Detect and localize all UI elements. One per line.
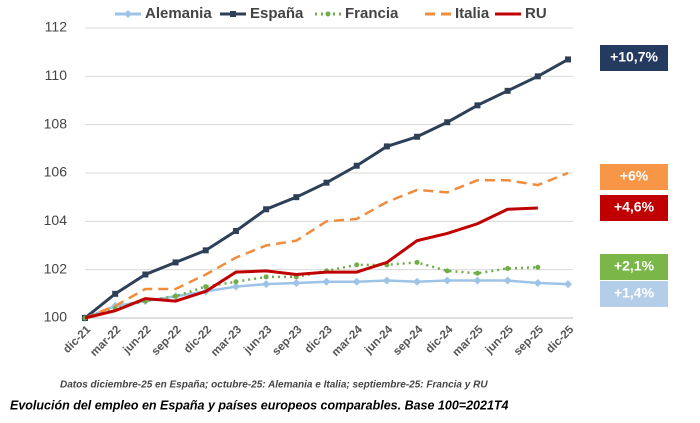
marker xyxy=(173,293,179,299)
annotation-label: +4,6% xyxy=(614,199,655,215)
marker xyxy=(474,270,480,276)
marker xyxy=(172,259,179,266)
legend-label: España xyxy=(250,5,304,22)
legend-label: RU xyxy=(525,5,547,22)
annotation-box xyxy=(600,281,668,307)
y-tick-label: 100 xyxy=(44,309,68,325)
annotation-label: +6% xyxy=(620,168,649,184)
legend-label: Italia xyxy=(455,5,490,22)
x-tick-label: sep-24 xyxy=(391,323,426,358)
marker xyxy=(504,87,511,94)
series xyxy=(82,56,571,321)
marker xyxy=(325,11,331,17)
marker xyxy=(263,274,269,280)
x-tick-label: jun-24 xyxy=(362,323,396,357)
marker xyxy=(444,119,451,126)
marker xyxy=(142,271,149,278)
marker xyxy=(323,179,330,186)
y-tick-label: 110 xyxy=(45,67,68,83)
x-tick-label: sep-22 xyxy=(150,324,184,358)
y-tick-label: 104 xyxy=(44,212,68,228)
marker xyxy=(414,133,421,140)
marker xyxy=(262,280,271,289)
x-tick-label: jun-23 xyxy=(241,324,274,357)
legend-label: Francia xyxy=(345,5,399,22)
marker xyxy=(293,194,300,201)
marker xyxy=(505,265,511,271)
marker xyxy=(112,290,119,297)
x-tick-label: jun-25 xyxy=(483,323,517,357)
marker xyxy=(230,11,236,17)
marker xyxy=(413,277,422,286)
x-tick-label: mar-23 xyxy=(209,324,244,359)
line xyxy=(84,206,538,320)
legend-label: Alemania xyxy=(145,5,212,22)
marker xyxy=(124,10,132,18)
marker xyxy=(503,276,512,285)
marker xyxy=(473,276,482,285)
x-tick-label: dic-25 xyxy=(544,323,576,355)
marker xyxy=(382,276,391,285)
caption: Evolución del empleo en España y países … xyxy=(10,398,509,412)
note: Datos diciembre-25 en España; octubre-25… xyxy=(60,380,488,391)
x-tick-label: mar-22 xyxy=(88,324,123,359)
marker xyxy=(232,228,239,234)
annotation-label: +2,1% xyxy=(614,258,655,274)
marker xyxy=(414,259,420,265)
x-tick-label: jun-22 xyxy=(120,324,153,357)
annotation-box xyxy=(600,195,668,221)
series xyxy=(84,206,538,320)
marker xyxy=(565,56,571,63)
marker xyxy=(443,276,452,285)
annotation-box xyxy=(600,254,668,280)
marker xyxy=(233,279,239,285)
marker xyxy=(534,73,541,80)
series xyxy=(84,171,569,320)
marker xyxy=(263,206,270,213)
marker xyxy=(474,102,481,109)
x-tick-label: mar-24 xyxy=(330,323,366,359)
marker xyxy=(292,278,301,287)
x-tick-label: sep-23 xyxy=(270,324,304,358)
marker xyxy=(203,284,209,290)
y-tick-label: 112 xyxy=(45,19,68,35)
marker xyxy=(322,277,331,286)
marker xyxy=(353,162,360,169)
marker xyxy=(231,282,240,291)
x-tick-label: mar-25 xyxy=(451,323,487,359)
x-tick-label: sep-25 xyxy=(512,323,547,358)
line xyxy=(84,171,569,320)
annotation-label: +10,7% xyxy=(610,49,658,65)
marker xyxy=(533,278,542,287)
marker xyxy=(202,247,209,254)
y-tick-label: 106 xyxy=(44,164,68,180)
marker xyxy=(535,264,541,270)
marker xyxy=(444,268,450,274)
marker xyxy=(564,280,572,289)
y-tick-label: 102 xyxy=(44,260,68,276)
annotation-box xyxy=(600,45,668,71)
marker xyxy=(354,262,360,268)
annotation-box xyxy=(600,164,668,190)
y-tick-label: 108 xyxy=(44,115,68,131)
marker xyxy=(383,143,390,150)
annotation-label: +1,4% xyxy=(614,285,655,301)
marker xyxy=(352,277,361,286)
